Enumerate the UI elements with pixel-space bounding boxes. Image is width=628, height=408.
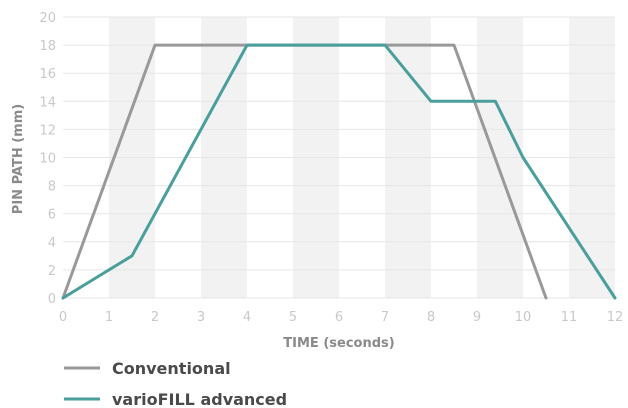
y-axis-title: PIN PATH (mm) bbox=[11, 104, 26, 214]
x-tick-label-10: 10 bbox=[515, 310, 532, 325]
legend-label-variofill: varioFILL advanced bbox=[112, 390, 287, 408]
series-line-1 bbox=[61, 43, 617, 300]
y-tick-label-20: 20 bbox=[39, 11, 56, 26]
x-tick-label-3: 3 bbox=[197, 310, 205, 325]
x-tick-label-2: 2 bbox=[151, 310, 159, 325]
x-tick-label-4: 4 bbox=[243, 310, 251, 325]
y-axis-tick-labels: 0 2 4 6 8 10 12 14 16 18 20 bbox=[39, 11, 56, 307]
y-tick-label-10: 10 bbox=[39, 152, 56, 167]
x-tick-label-11: 11 bbox=[561, 310, 578, 325]
x-tick-label-8: 8 bbox=[427, 310, 435, 325]
x-tick-label-12: 12 bbox=[607, 310, 624, 325]
y-tick-label-4: 4 bbox=[48, 236, 56, 251]
y-tick-label-0: 0 bbox=[48, 292, 56, 307]
legend-label-conventional: Conventional bbox=[112, 359, 231, 378]
x-tick-label-0: 0 bbox=[59, 310, 67, 325]
y-tick-label-2: 2 bbox=[48, 264, 56, 279]
x-axis-tick-labels: 0 1 2 3 4 5 6 7 8 9 10 11 12 bbox=[59, 310, 623, 325]
x-tick-label-6: 6 bbox=[335, 310, 343, 325]
legend: Conventional varioFILL advanced bbox=[64, 359, 287, 408]
series-lines bbox=[61, 43, 617, 300]
y-tick-label-18: 18 bbox=[39, 39, 56, 54]
y-tick-label-16: 16 bbox=[39, 67, 56, 82]
y-tick-label-14: 14 bbox=[39, 95, 56, 110]
gridlines bbox=[63, 16, 615, 299]
x-axis-title: TIME (seconds) bbox=[283, 336, 394, 351]
x-tick-label-7: 7 bbox=[381, 310, 389, 325]
x-tick-label-5: 5 bbox=[289, 310, 297, 325]
y-tick-label-6: 6 bbox=[48, 208, 56, 223]
y-tick-label-12: 12 bbox=[39, 123, 56, 138]
x-tick-label-1: 1 bbox=[105, 310, 113, 325]
x-tick-label-9: 9 bbox=[473, 310, 481, 325]
y-tick-label-8: 8 bbox=[48, 180, 56, 195]
